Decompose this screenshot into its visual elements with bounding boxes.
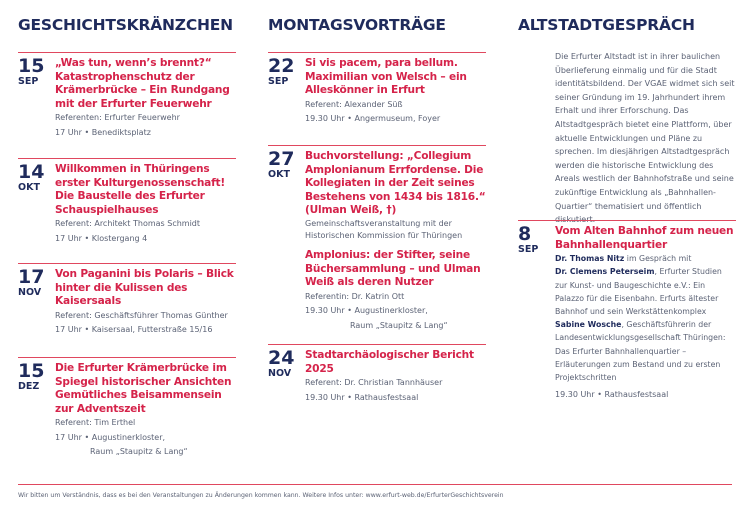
event-title: „Was tun, wenn’s brennt?“ Katastrophensc…	[55, 57, 230, 110]
event-time: 17 Uhr • Benediktsplatz	[55, 127, 151, 137]
speaker-text: , Geschäftsführerin der Landesentwicklun…	[555, 320, 726, 383]
event-date: 24 NOV	[268, 348, 304, 379]
event-month: NOV	[18, 287, 42, 298]
event-date: 27 OKT	[268, 149, 304, 180]
event-month: OKT	[268, 169, 290, 180]
event-time: 17 Uhr • Klostergang 4	[55, 233, 148, 243]
event-speaker: Referent: Tim Erthel	[55, 418, 136, 428]
event-subtitle: Amplonius: der Stifter, seine Büchersamm…	[305, 248, 481, 289]
event-date: 15 SEP	[18, 56, 54, 87]
event-speaker: Referent: Architekt Thomas Schmidt	[55, 219, 201, 229]
speaker-text: , Erfurter Studien zur Kunst- und Bauges…	[555, 267, 722, 316]
event-speaker: Referenten: Erfurter Feuerwehr	[55, 113, 180, 123]
event-day: 15	[18, 55, 45, 77]
event-day: 15	[18, 360, 45, 382]
event-title: Vom Alten Bahnhof zum neuen Bahnhallenqu…	[555, 225, 734, 251]
event: 14 OKT Willkommen in Thüringens erster Ku…	[18, 158, 236, 246]
event-month: OKT	[18, 182, 40, 193]
event-month: SEP	[268, 76, 289, 87]
event-day: 17	[18, 266, 45, 288]
event-time: 19.30 Uhr • Angermuseum, Foyer	[305, 114, 441, 124]
footer-note: Wir bitten um Verständnis, dass es bei d…	[18, 484, 732, 499]
event-time: 17 Uhr • Kaisersaal, Futterstraße 15/16	[55, 325, 213, 335]
event: 8 SEP Vom Alten Bahnhof zum neuen Bahnhal…	[518, 220, 736, 403]
speaker-name: Sabine Wosche	[555, 320, 622, 330]
event-month: DEZ	[18, 381, 40, 392]
event-day: 24	[268, 347, 295, 369]
column-title: MONTAGSVORTRÄGE	[268, 16, 446, 34]
event-speaker: Gemeinschaftsveranstaltung mit der Histo…	[305, 218, 463, 241]
event-speaker: Referent: Alexander Süß	[305, 99, 403, 109]
event-time: 19.30 Uhr • Rathausfestsaal	[555, 390, 669, 400]
event: 17 NOV Von Paganini bis Polaris – Blick h…	[18, 263, 236, 338]
event: 15 DEZ Die Erfurter Krämerbrücke im Spieg…	[18, 357, 236, 460]
event-month: SEP	[18, 76, 39, 87]
event-day: 22	[268, 55, 295, 77]
column-title: GESCHICHTSKRÄNZCHEN	[18, 16, 233, 34]
event-date: 8 SEP	[518, 224, 554, 255]
event: 27 OKT Buchvorstellung: „Collegium Amplon…	[268, 145, 486, 333]
event-date: 22 SEP	[268, 56, 304, 87]
event-time: 17 Uhr • Augustinerkloster,	[55, 432, 166, 442]
event-title: Stadtarchäologischer Bericht 2025	[305, 349, 474, 375]
event-time: 19.30 Uhr • Rathausfestsaal	[305, 392, 419, 402]
speaker-text: im Gespräch mit	[624, 254, 692, 264]
event-speaker: Referentin: Dr. Katrin Ott	[305, 291, 405, 301]
event-day: 27	[268, 148, 295, 170]
event-time: 19.30 Uhr • Augustinerkloster,	[305, 306, 428, 316]
event-day: 14	[18, 161, 45, 183]
event: 15 SEP „Was tun, wenn’s brennt?“ Katastro…	[18, 52, 236, 140]
speaker-name: Dr. Clemens Peterseim	[555, 267, 655, 277]
event-title: Die Erfurter Krämerbrücke im Spiegel his…	[55, 362, 232, 415]
event-description: Dr. Thomas Nitz im Gespräch mit Dr. Cleme…	[555, 252, 736, 384]
event-title: Willkommen in Thüringens erster Kulturge…	[55, 163, 226, 216]
event-title: Si vis pacem, para bellum. Maximilian vo…	[305, 57, 467, 97]
event-title: Von Paganini bis Polaris – Blick hinter …	[55, 268, 234, 308]
event-location: Raum „Staupitz & Lang“	[90, 447, 188, 457]
event-day: 8	[518, 223, 532, 245]
speaker-name: Dr. Thomas Nitz	[555, 254, 625, 264]
event-month: NOV	[268, 368, 292, 379]
event-title: Buchvorstellung: „Collegium Amplonianum …	[305, 150, 486, 217]
event-speaker: Referent: Dr. Christian Tannhäuser	[305, 378, 443, 388]
event-month: SEP	[518, 244, 539, 255]
event: 24 NOV Stadtarchäologischer Bericht 2025 …	[268, 344, 486, 405]
column-title: ALTSTADTGESPRÄCH	[518, 16, 695, 34]
intro-paragraph: Die Erfurter Altstadt ist in ihrer bauli…	[555, 52, 735, 225]
event-date: 14 OKT	[18, 162, 54, 193]
event-location: Raum „Staupitz & Lang“	[350, 320, 448, 330]
event-date: 17 NOV	[18, 267, 54, 298]
event: 22 SEP Si vis pacem, para bellum. Maximil…	[268, 52, 486, 127]
event-date: 15 DEZ	[18, 361, 54, 392]
event-speaker: Referent: Geschäftsführer Thomas Günther	[55, 310, 228, 320]
